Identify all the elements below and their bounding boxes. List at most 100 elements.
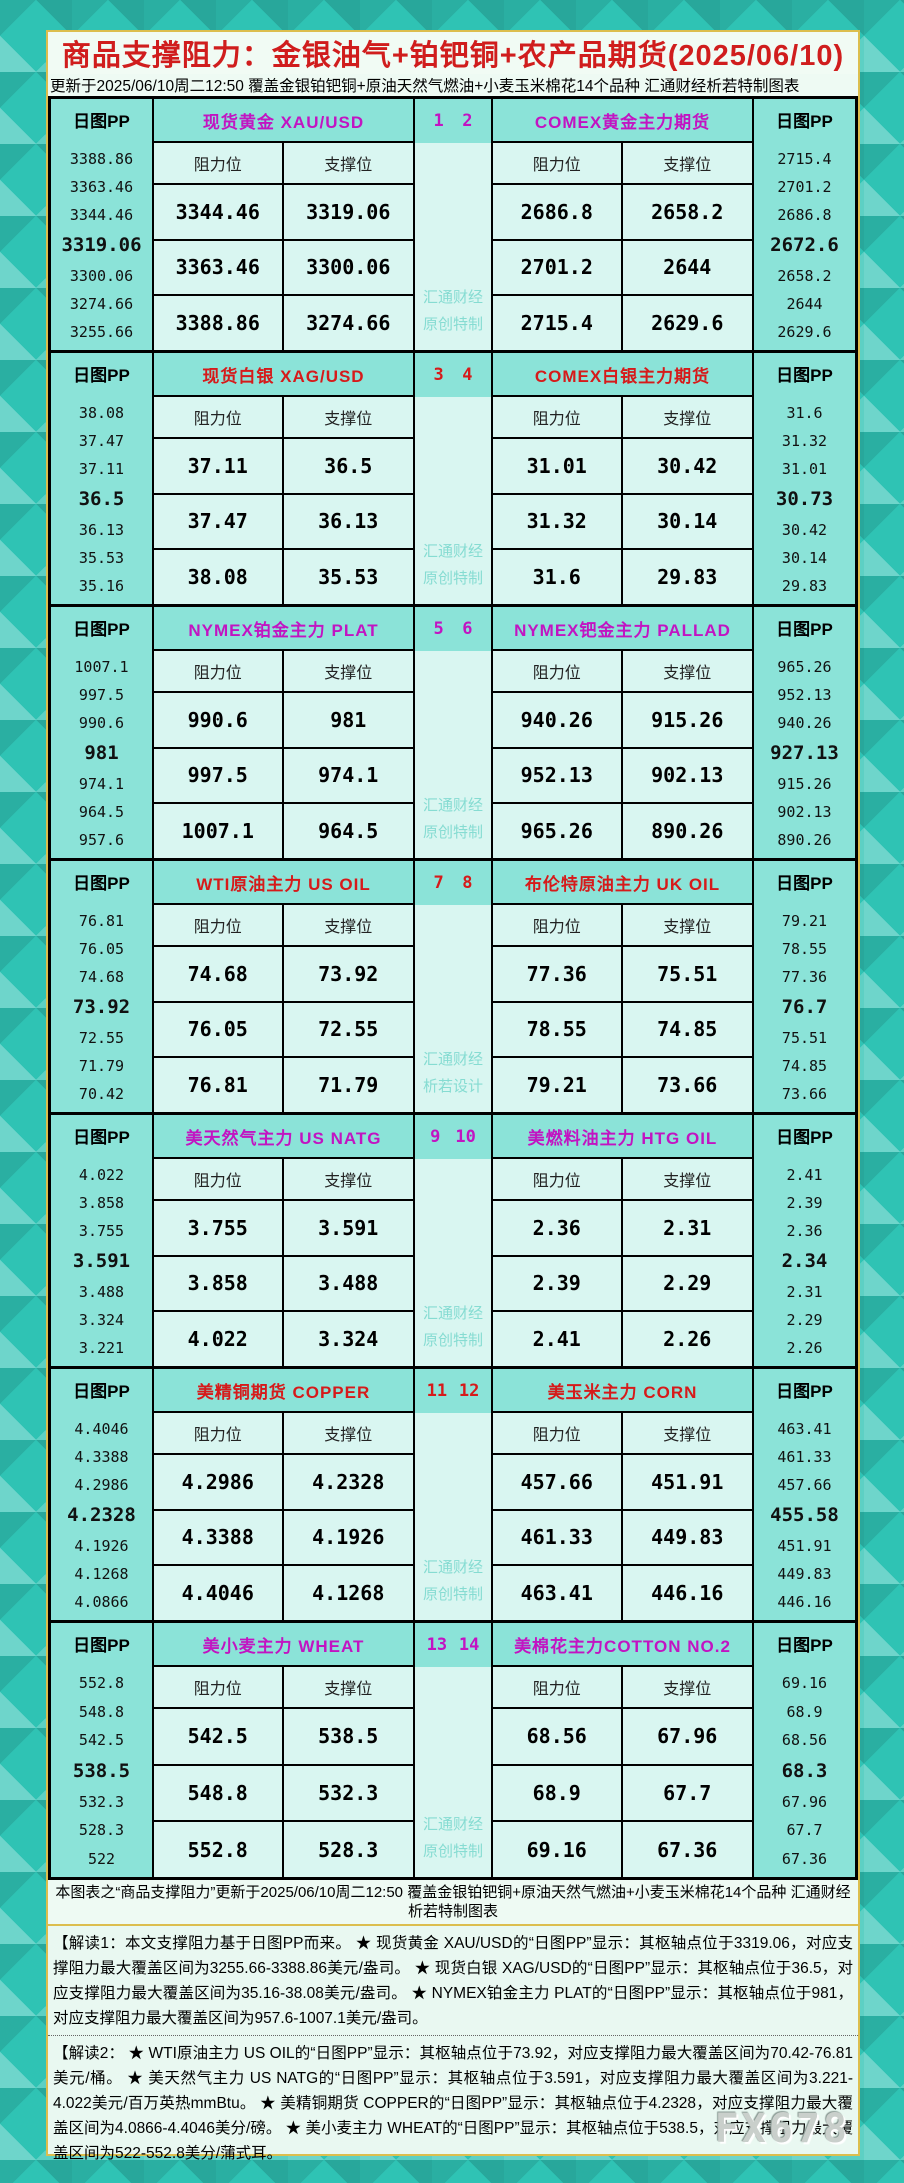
support-value: 3274.66 <box>283 294 413 350</box>
pivot-value: 3.591 <box>72 1250 131 1273</box>
instrument-title: 现货白银 XAG/USD <box>154 353 413 397</box>
resistance-value: 4.3388 <box>154 1508 284 1565</box>
panel-watermark: 汇通财经 原创特制 <box>415 792 491 858</box>
right-quote-table: 美玉米主力 CORN 阻力位 支撑位 457.66 451.91 461.33 … <box>491 1369 754 1620</box>
watermark-line: 汇通财经 <box>422 1051 483 1068</box>
support-header: 支撑位 <box>663 1173 712 1190</box>
support-value: 449.83 <box>622 1508 752 1565</box>
resistance-value: 38.08 <box>154 548 284 604</box>
pp-value: 30.14 <box>781 548 828 567</box>
levels-grid: 阻力位 支撑位 31.01 30.42 31.32 30.14 31.6 29.… <box>493 397 752 604</box>
footer-note: 本图表之“商品支撑阻力”更新于2025/06/10周二12:50 覆盖金银铂钯铜… <box>48 1880 858 1926</box>
support-header: 支撑位 <box>663 919 712 936</box>
right-pp-column: 日图PP 965.26 952.13 940.26 927.13 915.26 … <box>754 607 855 858</box>
resistance-value: 940.26 <box>493 691 623 747</box>
commodity-panel: 日图PP 552.8 548.8 542.5 538.5 532.3 528.3… <box>51 1623 855 1877</box>
pp-value: 79.21 <box>781 912 828 931</box>
pivot-value: 927.13 <box>770 742 839 765</box>
pp-value: 4.0866 <box>74 1592 129 1611</box>
resistance-value: 68.9 <box>493 1763 623 1821</box>
pp-value: 36.13 <box>78 520 125 539</box>
support-value: 2658.2 <box>622 183 752 239</box>
pp-value: 1007.1 <box>74 658 129 677</box>
support-value: 3319.06 <box>283 183 413 239</box>
support-value: 890.26 <box>622 802 752 858</box>
pp-header: 日图PP <box>776 874 833 893</box>
resistance-header: 阻力位 <box>493 1413 623 1453</box>
support-header: 支撑位 <box>663 1427 712 1444</box>
panel-index-left: 5 <box>433 619 444 639</box>
support-value: 532.3 <box>283 1763 413 1821</box>
support-value: 29.83 <box>622 548 752 604</box>
panel-watermark: 汇通财经 原创特制 <box>415 1811 491 1877</box>
pp-value: 35.53 <box>78 548 125 567</box>
resistance-value: 990.6 <box>154 691 284 747</box>
pivot-value: 30.73 <box>775 488 834 511</box>
pp-value: 38.08 <box>78 404 125 423</box>
levels-grid: 阻力位 支撑位 3.755 3.591 3.858 3.488 4.022 3.… <box>154 1159 413 1366</box>
resistance-value: 37.47 <box>154 492 284 549</box>
resistance-header: 阻力位 <box>493 651 623 691</box>
panel-index-numbers: 11 12 <box>415 1369 491 1413</box>
resistance-value: 2.36 <box>493 1199 623 1255</box>
support-header: 支撑位 <box>324 1427 373 1444</box>
pp-value: 67.96 <box>781 1792 828 1811</box>
fx678-watermark: FX678 <box>714 2106 850 2152</box>
pivot-value: 73.92 <box>72 996 131 1019</box>
support-header: 支撑位 <box>663 157 712 174</box>
support-value: 73.66 <box>622 1056 752 1112</box>
pp-value: 2.29 <box>786 1310 823 1329</box>
levels-grid: 阻力位 支撑位 940.26 915.26 952.13 902.13 965.… <box>493 651 752 858</box>
pp-value: 449.83 <box>777 1564 832 1583</box>
left-pp-values: 1007.1 997.5 990.6 981 974.1 964.5 957.6 <box>51 653 152 858</box>
resistance-value: 77.36 <box>493 945 623 1001</box>
support-value: 2.26 <box>622 1310 752 1366</box>
pivot-value: 2.34 <box>781 1250 828 1273</box>
watermark-line: 原创特制 <box>422 570 483 587</box>
pivot-value: 981 <box>84 742 119 765</box>
right-pp-column: 日图PP 69.16 68.9 68.56 68.3 67.96 67.7 67… <box>754 1623 855 1877</box>
watermark-line: 原创特制 <box>422 316 483 333</box>
panel-index-left: 1 <box>433 111 444 131</box>
pp-value: 67.36 <box>781 1849 828 1868</box>
left-pp-column: 日图PP 4.022 3.858 3.755 3.591 3.488 3.324… <box>51 1115 152 1366</box>
pp-value: 3388.86 <box>69 150 134 169</box>
pp-value: 463.41 <box>777 1420 832 1439</box>
panel-watermark: 汇通财经 析若设计 <box>415 1046 491 1112</box>
support-value: 67.96 <box>622 1707 752 1764</box>
update-subtitle: 更新于2025/06/10周二12:50 覆盖金银铂钯铜+原油天然气燃油+小麦玉… <box>48 74 858 96</box>
support-value: 36.13 <box>283 492 413 549</box>
right-pp-values: 79.21 78.55 77.36 76.7 75.51 74.85 73.66 <box>754 907 855 1112</box>
pp-value: 957.6 <box>78 830 125 849</box>
panel-index-column: 5 6 汇通财经 原创特制 <box>415 607 491 858</box>
pp-value: 2629.6 <box>777 322 832 341</box>
panel-index-numbers: 9 10 <box>415 1115 491 1159</box>
support-header: 支撑位 <box>663 665 712 682</box>
pp-value: 2658.2 <box>777 266 832 285</box>
resistance-value: 4.4046 <box>154 1564 284 1620</box>
panel-index-column: 11 12 汇通财经 原创特制 <box>415 1369 491 1620</box>
pp-value: 73.66 <box>781 1084 828 1103</box>
resistance-value: 4.022 <box>154 1310 284 1366</box>
support-header: 支撑位 <box>324 919 373 936</box>
right-pp-column: 日图PP 2.41 2.39 2.36 2.34 2.31 2.29 2.26 <box>754 1115 855 1366</box>
pp-value: 915.26 <box>777 774 832 793</box>
support-value: 74.85 <box>622 1000 752 1057</box>
commodity-panel: 日图PP 3388.86 3363.46 3344.46 3319.06 330… <box>51 99 855 353</box>
pivot-value: 2672.6 <box>770 234 839 257</box>
resistance-value: 78.55 <box>493 1000 623 1057</box>
pp-header: 日图PP <box>776 366 833 385</box>
resistance-value: 2701.2 <box>493 238 623 295</box>
interpretation-1: 【解读1：本文支撑阻力基于日图PP而来。 ★ 现货黄金 XAU/USD的“日图P… <box>48 1926 858 2036</box>
watermark-line: 析若设计 <box>422 1078 483 1095</box>
support-header: 支撑位 <box>324 157 373 174</box>
pp-value: 3274.66 <box>69 294 134 313</box>
right-quote-table: 美棉花主力COTTON NO.2 阻力位 支撑位 68.56 67.96 68.… <box>491 1623 754 1877</box>
pp-header: 日图PP <box>73 1128 130 1147</box>
watermark-line: 原创特制 <box>422 824 483 841</box>
left-quote-table: 美精铜期货 COPPER 阻力位 支撑位 4.2986 4.2328 4.338… <box>152 1369 415 1620</box>
resistance-value: 31.32 <box>493 492 623 549</box>
panel-watermark: 汇通财经 原创特制 <box>415 284 491 350</box>
pp-value: 3344.46 <box>69 206 134 225</box>
panel-index-left: 9 <box>430 1127 441 1147</box>
